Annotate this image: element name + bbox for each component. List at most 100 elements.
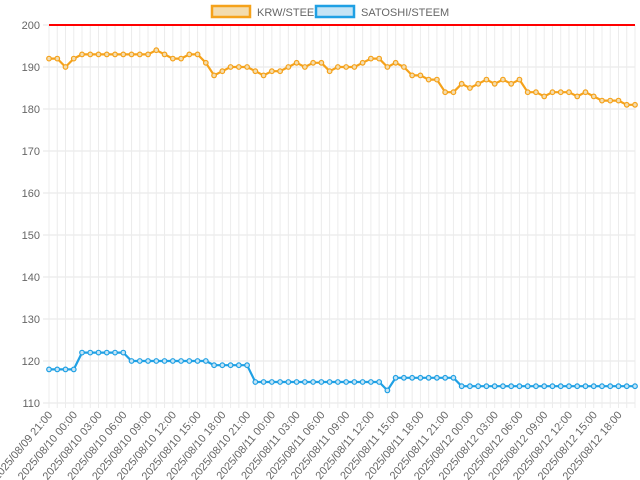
data-point[interactable] (153, 358, 160, 364)
data-point[interactable] (103, 349, 110, 356)
data-point[interactable] (467, 85, 473, 91)
data-point[interactable] (599, 97, 605, 104)
data-point[interactable] (178, 358, 184, 364)
data-point[interactable] (434, 374, 440, 381)
data-point[interactable] (161, 51, 168, 58)
data-point[interactable] (574, 93, 581, 100)
data-point[interactable] (334, 379, 341, 385)
data-point[interactable] (450, 374, 457, 381)
data-point[interactable] (120, 349, 127, 356)
data-point[interactable] (524, 383, 531, 390)
data-point[interactable] (227, 64, 234, 70)
data-point[interactable] (169, 55, 176, 62)
data-point[interactable] (252, 379, 259, 385)
data-point[interactable] (508, 80, 515, 87)
data-point[interactable] (194, 51, 201, 58)
data-point[interactable] (574, 383, 581, 390)
data-point[interactable] (285, 64, 292, 70)
data-point[interactable] (112, 51, 118, 58)
data-point[interactable] (260, 72, 267, 79)
data-point[interactable] (194, 358, 201, 364)
data-point[interactable] (227, 362, 234, 369)
data-point[interactable] (442, 89, 449, 96)
data-point[interactable] (376, 55, 383, 62)
data-point[interactable] (277, 68, 283, 75)
data-point[interactable] (202, 358, 209, 364)
data-point[interactable] (533, 89, 539, 96)
data-point[interactable] (219, 68, 226, 75)
data-point[interactable] (244, 64, 250, 70)
data-point[interactable] (120, 51, 127, 58)
data-point[interactable] (268, 68, 275, 75)
data-point[interactable] (483, 383, 490, 390)
data-point[interactable] (524, 89, 531, 96)
data-point[interactable] (392, 59, 399, 66)
data-point[interactable] (343, 379, 350, 385)
data-point[interactable] (235, 64, 242, 70)
data-point[interactable] (70, 55, 77, 62)
data-point[interactable] (599, 383, 605, 390)
data-point[interactable] (590, 93, 597, 100)
data-point[interactable] (46, 55, 52, 62)
data-point[interactable] (367, 55, 374, 62)
data-point[interactable] (169, 358, 176, 364)
data-point[interactable] (145, 51, 151, 58)
data-point[interactable] (417, 374, 424, 381)
data-point[interactable] (62, 366, 69, 373)
data-point[interactable] (615, 97, 622, 104)
data-point[interactable] (409, 72, 416, 79)
data-point[interactable] (95, 349, 102, 356)
data-point[interactable] (310, 379, 317, 385)
data-point[interactable] (351, 379, 358, 385)
data-point[interactable] (136, 51, 143, 58)
data-point[interactable] (285, 379, 292, 385)
data-point[interactable] (161, 358, 168, 364)
data-point[interactable] (450, 89, 457, 96)
data-point[interactable] (87, 349, 94, 356)
data-point[interactable] (318, 59, 325, 66)
data-point[interactable] (103, 51, 110, 58)
data-point[interactable] (425, 76, 432, 83)
data-point[interactable] (491, 80, 498, 87)
legend[interactable]: KRW/STEEM SATOSHI/STEEM (210, 4, 449, 19)
data-point[interactable] (268, 379, 275, 385)
data-point[interactable] (623, 101, 630, 108)
data-point[interactable] (260, 379, 267, 385)
data-point[interactable] (293, 379, 300, 385)
data-point[interactable] (376, 379, 383, 385)
data-point[interactable] (615, 383, 622, 390)
data-point[interactable] (367, 379, 374, 385)
data-point[interactable] (632, 383, 638, 390)
data-point[interactable] (417, 72, 424, 79)
data-point[interactable] (351, 64, 358, 70)
data-point[interactable] (112, 349, 118, 356)
data-point[interactable] (301, 379, 308, 385)
data-point[interactable] (582, 89, 589, 96)
data-point[interactable] (54, 55, 61, 62)
data-point[interactable] (401, 64, 407, 70)
data-point[interactable] (79, 349, 85, 356)
data-point[interactable] (566, 89, 572, 96)
data-point[interactable] (244, 362, 250, 369)
data-point[interactable] (516, 383, 523, 390)
data-point[interactable] (178, 55, 184, 62)
data-point[interactable] (87, 51, 94, 58)
data-point[interactable] (128, 51, 135, 58)
data-point[interactable] (582, 383, 589, 390)
data-point[interactable] (458, 383, 465, 390)
data-point[interactable] (153, 47, 160, 54)
data-point[interactable] (508, 383, 515, 390)
data-point[interactable] (632, 101, 638, 108)
data-point[interactable] (541, 383, 548, 390)
data-point[interactable] (136, 358, 143, 364)
data-point[interactable] (549, 383, 556, 390)
data-point[interactable] (359, 379, 366, 385)
data-point[interactable] (70, 366, 77, 373)
data-point[interactable] (425, 374, 432, 381)
data-point[interactable] (252, 68, 259, 75)
data-point[interactable] (557, 89, 564, 96)
data-point[interactable] (318, 379, 325, 385)
data-point[interactable] (310, 59, 317, 66)
data-point[interactable] (277, 379, 283, 385)
data-point[interactable] (500, 76, 506, 83)
